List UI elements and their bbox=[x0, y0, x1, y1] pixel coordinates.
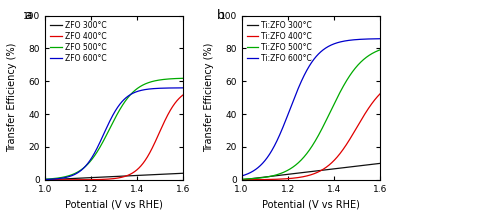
Ti:ZFO 300°C bbox=[263, 176, 269, 178]
ZFO 400°C bbox=[146, 152, 152, 155]
Ti:ZFO 400°C bbox=[263, 178, 269, 181]
X-axis label: Potential (V vs RHE): Potential (V vs RHE) bbox=[66, 199, 163, 209]
Ti:ZFO 400°C bbox=[320, 168, 326, 171]
ZFO 400°C bbox=[134, 168, 140, 171]
ZFO 300°C bbox=[180, 172, 186, 174]
Ti:ZFO 600°C bbox=[331, 43, 337, 45]
Ti:ZFO 500°C bbox=[343, 81, 349, 83]
ZFO 300°C bbox=[42, 178, 48, 181]
Ti:ZFO 500°C bbox=[301, 155, 307, 158]
ZFO 400°C bbox=[104, 178, 110, 180]
Ti:ZFO 600°C bbox=[301, 74, 307, 77]
ZFO 600°C bbox=[124, 96, 130, 99]
Ti:ZFO 300°C bbox=[301, 171, 307, 174]
Ti:ZFO 400°C bbox=[377, 93, 383, 95]
Ti:ZFO 500°C bbox=[377, 49, 383, 51]
Ti:ZFO 400°C bbox=[343, 144, 349, 147]
Line: Ti:ZFO 300°C: Ti:ZFO 300°C bbox=[242, 163, 380, 180]
Text: a: a bbox=[24, 9, 32, 22]
Ti:ZFO 400°C bbox=[301, 175, 307, 178]
Ti:ZFO 300°C bbox=[238, 178, 244, 181]
ZFO 600°C bbox=[42, 178, 48, 181]
Ti:ZFO 400°C bbox=[238, 178, 244, 181]
Ti:ZFO 400°C bbox=[274, 178, 280, 180]
ZFO 300°C bbox=[146, 174, 152, 176]
Ti:ZFO 500°C bbox=[238, 178, 244, 180]
ZFO 600°C bbox=[146, 88, 152, 90]
Ti:ZFO 600°C bbox=[238, 175, 244, 177]
Ti:ZFO 600°C bbox=[274, 139, 280, 142]
ZFO 500°C bbox=[104, 131, 110, 134]
Ti:ZFO 300°C bbox=[331, 168, 337, 170]
ZFO 600°C bbox=[66, 175, 72, 178]
Text: b: b bbox=[216, 9, 224, 22]
ZFO 600°C bbox=[180, 87, 186, 89]
Ti:ZFO 300°C bbox=[343, 166, 349, 169]
ZFO 500°C bbox=[124, 98, 130, 101]
ZFO 500°C bbox=[66, 174, 72, 177]
ZFO 500°C bbox=[146, 81, 152, 84]
Ti:ZFO 600°C bbox=[343, 40, 349, 42]
Legend: Ti:ZFO 300°C, Ti:ZFO 400°C, Ti:ZFO 500°C, Ti:ZFO 600°C: Ti:ZFO 300°C, Ti:ZFO 400°C, Ti:ZFO 500°C… bbox=[246, 19, 314, 64]
Y-axis label: Transfer Efficiency (%): Transfer Efficiency (%) bbox=[204, 43, 214, 152]
ZFO 400°C bbox=[66, 178, 72, 181]
Ti:ZFO 600°C bbox=[377, 37, 383, 40]
Line: ZFO 400°C: ZFO 400°C bbox=[45, 95, 184, 180]
ZFO 600°C bbox=[104, 124, 110, 127]
Ti:ZFO 500°C bbox=[274, 173, 280, 176]
ZFO 500°C bbox=[134, 87, 140, 90]
Ti:ZFO 300°C bbox=[274, 174, 280, 177]
Ti:ZFO 600°C bbox=[320, 49, 326, 51]
ZFO 300°C bbox=[78, 177, 84, 179]
Line: Ti:ZFO 600°C: Ti:ZFO 600°C bbox=[242, 39, 380, 176]
ZFO 500°C bbox=[78, 169, 84, 172]
Ti:ZFO 300°C bbox=[377, 162, 383, 165]
ZFO 300°C bbox=[134, 174, 140, 177]
ZFO 400°C bbox=[180, 93, 186, 96]
ZFO 400°C bbox=[78, 178, 84, 181]
ZFO 300°C bbox=[124, 175, 130, 177]
Ti:ZFO 500°C bbox=[320, 125, 326, 128]
ZFO 500°C bbox=[180, 77, 186, 80]
Line: ZFO 300°C: ZFO 300°C bbox=[45, 173, 184, 180]
Line: ZFO 600°C: ZFO 600°C bbox=[45, 88, 184, 179]
Ti:ZFO 500°C bbox=[331, 103, 337, 105]
Line: Ti:ZFO 400°C: Ti:ZFO 400°C bbox=[242, 94, 380, 180]
ZFO 600°C bbox=[134, 90, 140, 93]
Legend: ZFO 300°C, ZFO 400°C, ZFO 500°C, ZFO 600°C: ZFO 300°C, ZFO 400°C, ZFO 500°C, ZFO 600… bbox=[49, 19, 108, 64]
Ti:ZFO 400°C bbox=[331, 159, 337, 162]
Ti:ZFO 600°C bbox=[263, 158, 269, 161]
Line: Ti:ZFO 500°C: Ti:ZFO 500°C bbox=[242, 50, 380, 179]
Ti:ZFO 300°C bbox=[320, 169, 326, 171]
ZFO 300°C bbox=[104, 176, 110, 178]
ZFO 400°C bbox=[124, 174, 130, 177]
X-axis label: Potential (V vs RHE): Potential (V vs RHE) bbox=[262, 199, 360, 209]
Y-axis label: Transfer Efficiency (%): Transfer Efficiency (%) bbox=[8, 43, 18, 152]
Ti:ZFO 500°C bbox=[263, 176, 269, 178]
ZFO 500°C bbox=[42, 178, 48, 180]
ZFO 400°C bbox=[42, 178, 48, 181]
ZFO 600°C bbox=[78, 169, 84, 172]
Line: ZFO 500°C: ZFO 500°C bbox=[45, 78, 184, 179]
ZFO 300°C bbox=[66, 177, 72, 180]
